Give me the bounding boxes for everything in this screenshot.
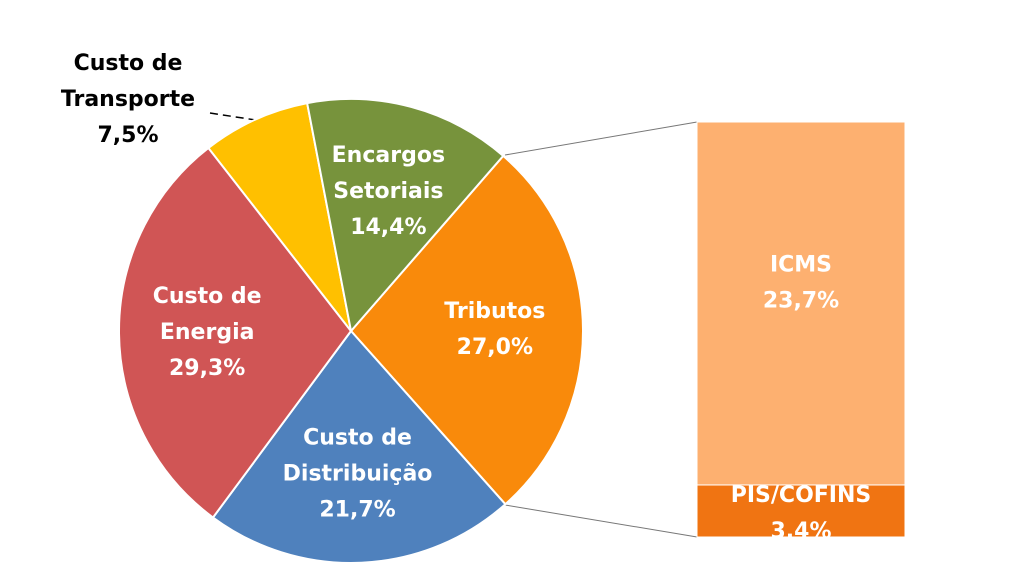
pie-slice xyxy=(349,154,584,506)
category-label: Custo de Distribuição xyxy=(283,426,433,487)
slice-label: Custo de Transporte 7,5% xyxy=(61,51,195,148)
slice-label: PIS/COFINS 3,4% xyxy=(731,483,872,544)
category-label: Custo de Transporte xyxy=(61,51,195,112)
pie-slice xyxy=(118,146,353,519)
slice-label: ICMS 23,7% xyxy=(763,252,839,313)
slice-label: Custo de Distribuição 21,7% xyxy=(283,426,433,523)
connector-line xyxy=(504,121,698,156)
slice-label: Encargos Setoriais 14,4% xyxy=(332,143,445,240)
pie-slice xyxy=(207,102,352,332)
bar-segment xyxy=(696,121,906,486)
value-label: 21,7% xyxy=(319,498,395,523)
value-label: 3,4% xyxy=(770,519,831,544)
slice-label: Tributos 27,0% xyxy=(444,299,545,360)
value-label: 29,3% xyxy=(169,356,245,381)
value-label: 14,4% xyxy=(350,215,426,240)
category-label: Custo de Energia xyxy=(153,284,262,345)
pie-slice xyxy=(305,98,505,334)
pie-slice xyxy=(211,329,507,564)
bar-segment xyxy=(696,484,906,538)
connector-line xyxy=(504,504,698,538)
value-label: 7,5% xyxy=(97,123,158,148)
value-label: 27,0% xyxy=(457,335,533,360)
category-label: PIS/COFINS xyxy=(731,483,872,508)
slice-label: Custo de Energia 29,3% xyxy=(153,284,262,381)
category-label: Tributos xyxy=(444,299,545,324)
value-label: 23,7% xyxy=(763,288,839,313)
category-label: Encargos Setoriais xyxy=(332,143,445,204)
category-label: ICMS xyxy=(770,252,832,277)
